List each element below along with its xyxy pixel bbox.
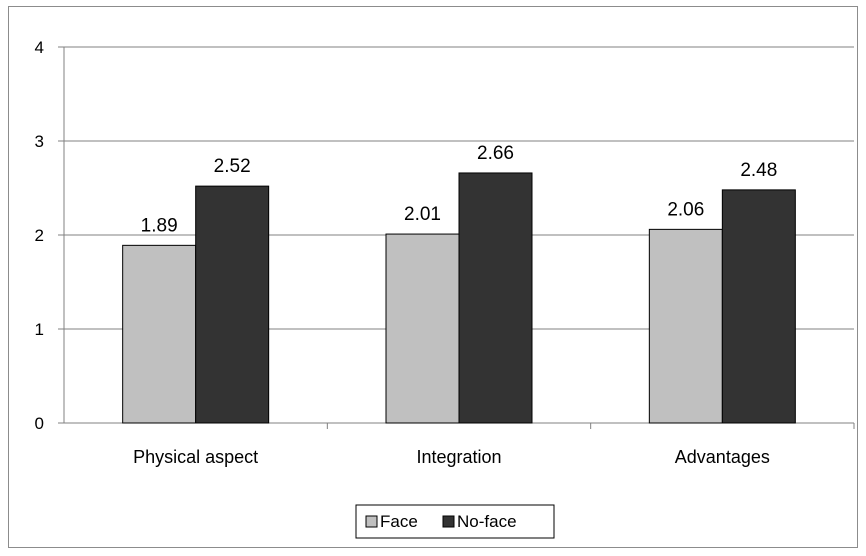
category-label: Advantages	[675, 447, 770, 467]
y-tick-label: 4	[35, 38, 44, 57]
bars	[122, 172, 796, 424]
category-label: Physical aspect	[133, 447, 258, 467]
y-tick-label: 3	[35, 132, 44, 151]
bar-no-face-2	[458, 172, 533, 424]
legend-label-face: Face	[380, 512, 418, 531]
y-tick-label: 2	[35, 226, 44, 245]
legend-label-no-face: No-face	[457, 512, 517, 531]
data-labels: 1.89 2.52 2.01 2.66 2.06 2.48	[141, 143, 778, 236]
legend-swatch-no-face	[442, 515, 455, 528]
bar-no-face-1	[195, 185, 270, 424]
data-label: 2.48	[740, 160, 777, 181]
bar-face-1	[122, 244, 197, 424]
y-tick-label: 0	[35, 414, 44, 433]
data-label: 2.66	[477, 143, 514, 164]
bar-face-2	[385, 233, 460, 424]
category-labels: Physical aspect Integration Advantages	[133, 423, 855, 467]
data-label: 2.06	[667, 199, 704, 220]
legend-swatch-face	[365, 515, 378, 528]
data-label: 2.01	[404, 204, 441, 225]
data-label: 1.89	[141, 215, 178, 236]
legend: Face No-face	[355, 504, 555, 539]
y-tick-label: 1	[35, 320, 44, 339]
bar-face-3	[648, 228, 723, 424]
y-ticks: 0 1 2 3 4	[35, 38, 64, 433]
category-label: Integration	[416, 447, 501, 467]
bar-no-face-3	[721, 189, 796, 424]
data-label: 2.52	[214, 156, 251, 177]
legend-box	[355, 504, 555, 539]
